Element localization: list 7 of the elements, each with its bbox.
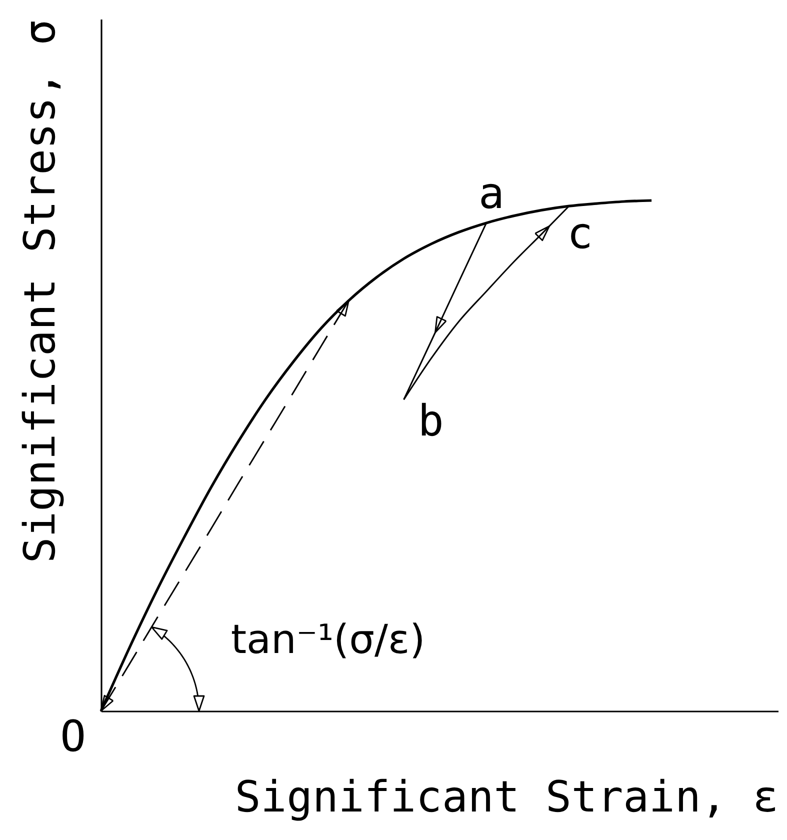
x-axis-title: Significant Strain, ε: [234, 772, 778, 822]
annotation: a: [478, 168, 504, 219]
annotation: tan⁻¹(σ/ε): [230, 617, 426, 663]
y-axis-title: Significant Stress, σ: [16, 20, 66, 564]
text: O: [60, 712, 86, 762]
annotation: b: [418, 396, 444, 447]
annotation: c: [567, 209, 593, 260]
